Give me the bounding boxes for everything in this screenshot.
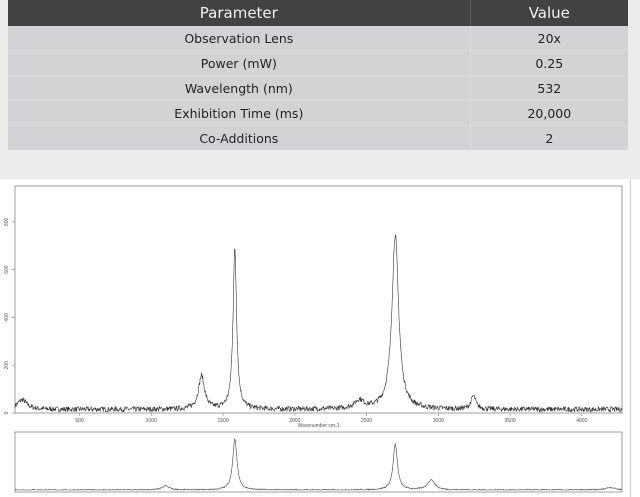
x-tick-label: 3000: [433, 418, 444, 424]
param-name: Exhibition Time (ms): [8, 100, 471, 126]
table-row: Exhibition Time (ms) 20,000: [8, 100, 628, 126]
lower-spectrum-line: [14, 438, 622, 491]
x-tick-label: 4000: [576, 418, 587, 424]
parameter-table: Parameter Value Observation Lens 20x Powe…: [8, 0, 628, 150]
param-value: 2: [469, 125, 628, 150]
y-tick-label: 600: [4, 265, 10, 274]
param-value: 0.25: [469, 50, 628, 76]
y-tick-label: 400: [4, 313, 10, 322]
plot-frame: [14, 185, 623, 414]
param-name: Power (mW): [8, 50, 471, 76]
param-name: Observation Lens: [8, 26, 471, 51]
spectrum-figure: 500 1000 1500 2000 2500 3000 3500 4000 0 200 400 60…: [0, 179, 631, 497]
param-value: 20x: [469, 26, 628, 51]
y-tick-label: 0: [4, 411, 10, 414]
lower-plot-frame: [14, 431, 623, 493]
x-tick-label: 2000: [289, 418, 300, 424]
param-name: Co-Additions: [8, 125, 471, 150]
spectrum-line: [14, 234, 623, 413]
param-value: 532: [469, 75, 628, 101]
x-tick-label: 2500: [361, 418, 372, 424]
header-value: Value: [469, 0, 628, 26]
x-tick-label: 3500: [505, 418, 516, 424]
table-row: Wavelength (nm) 532: [8, 75, 628, 101]
x-tick-label: 500: [75, 418, 84, 424]
x-tick-label: 1000: [146, 418, 157, 424]
x-tick-label: 1500: [218, 418, 229, 424]
y-tick-label: 800: [4, 217, 10, 226]
raman-spectrum-chart: 500 1000 1500 2000 2500 3000 3500 4000 0 200 400 60…: [4, 185, 623, 493]
y-tick-label: 200: [4, 361, 10, 370]
table-row: Co-Additions 2: [8, 125, 628, 150]
x-axis-label: Wavenumber cm-1: [297, 423, 339, 429]
param-value: 20,000: [469, 100, 628, 126]
param-name: Wavelength (nm): [8, 75, 471, 101]
header-parameter: Parameter: [8, 0, 471, 26]
parameter-panel: Parameter Value Observation Lens 20x Powe…: [0, 0, 640, 179]
table-row: Power (mW) 0.25: [8, 50, 628, 76]
table-row: Observation Lens 20x: [8, 26, 628, 51]
